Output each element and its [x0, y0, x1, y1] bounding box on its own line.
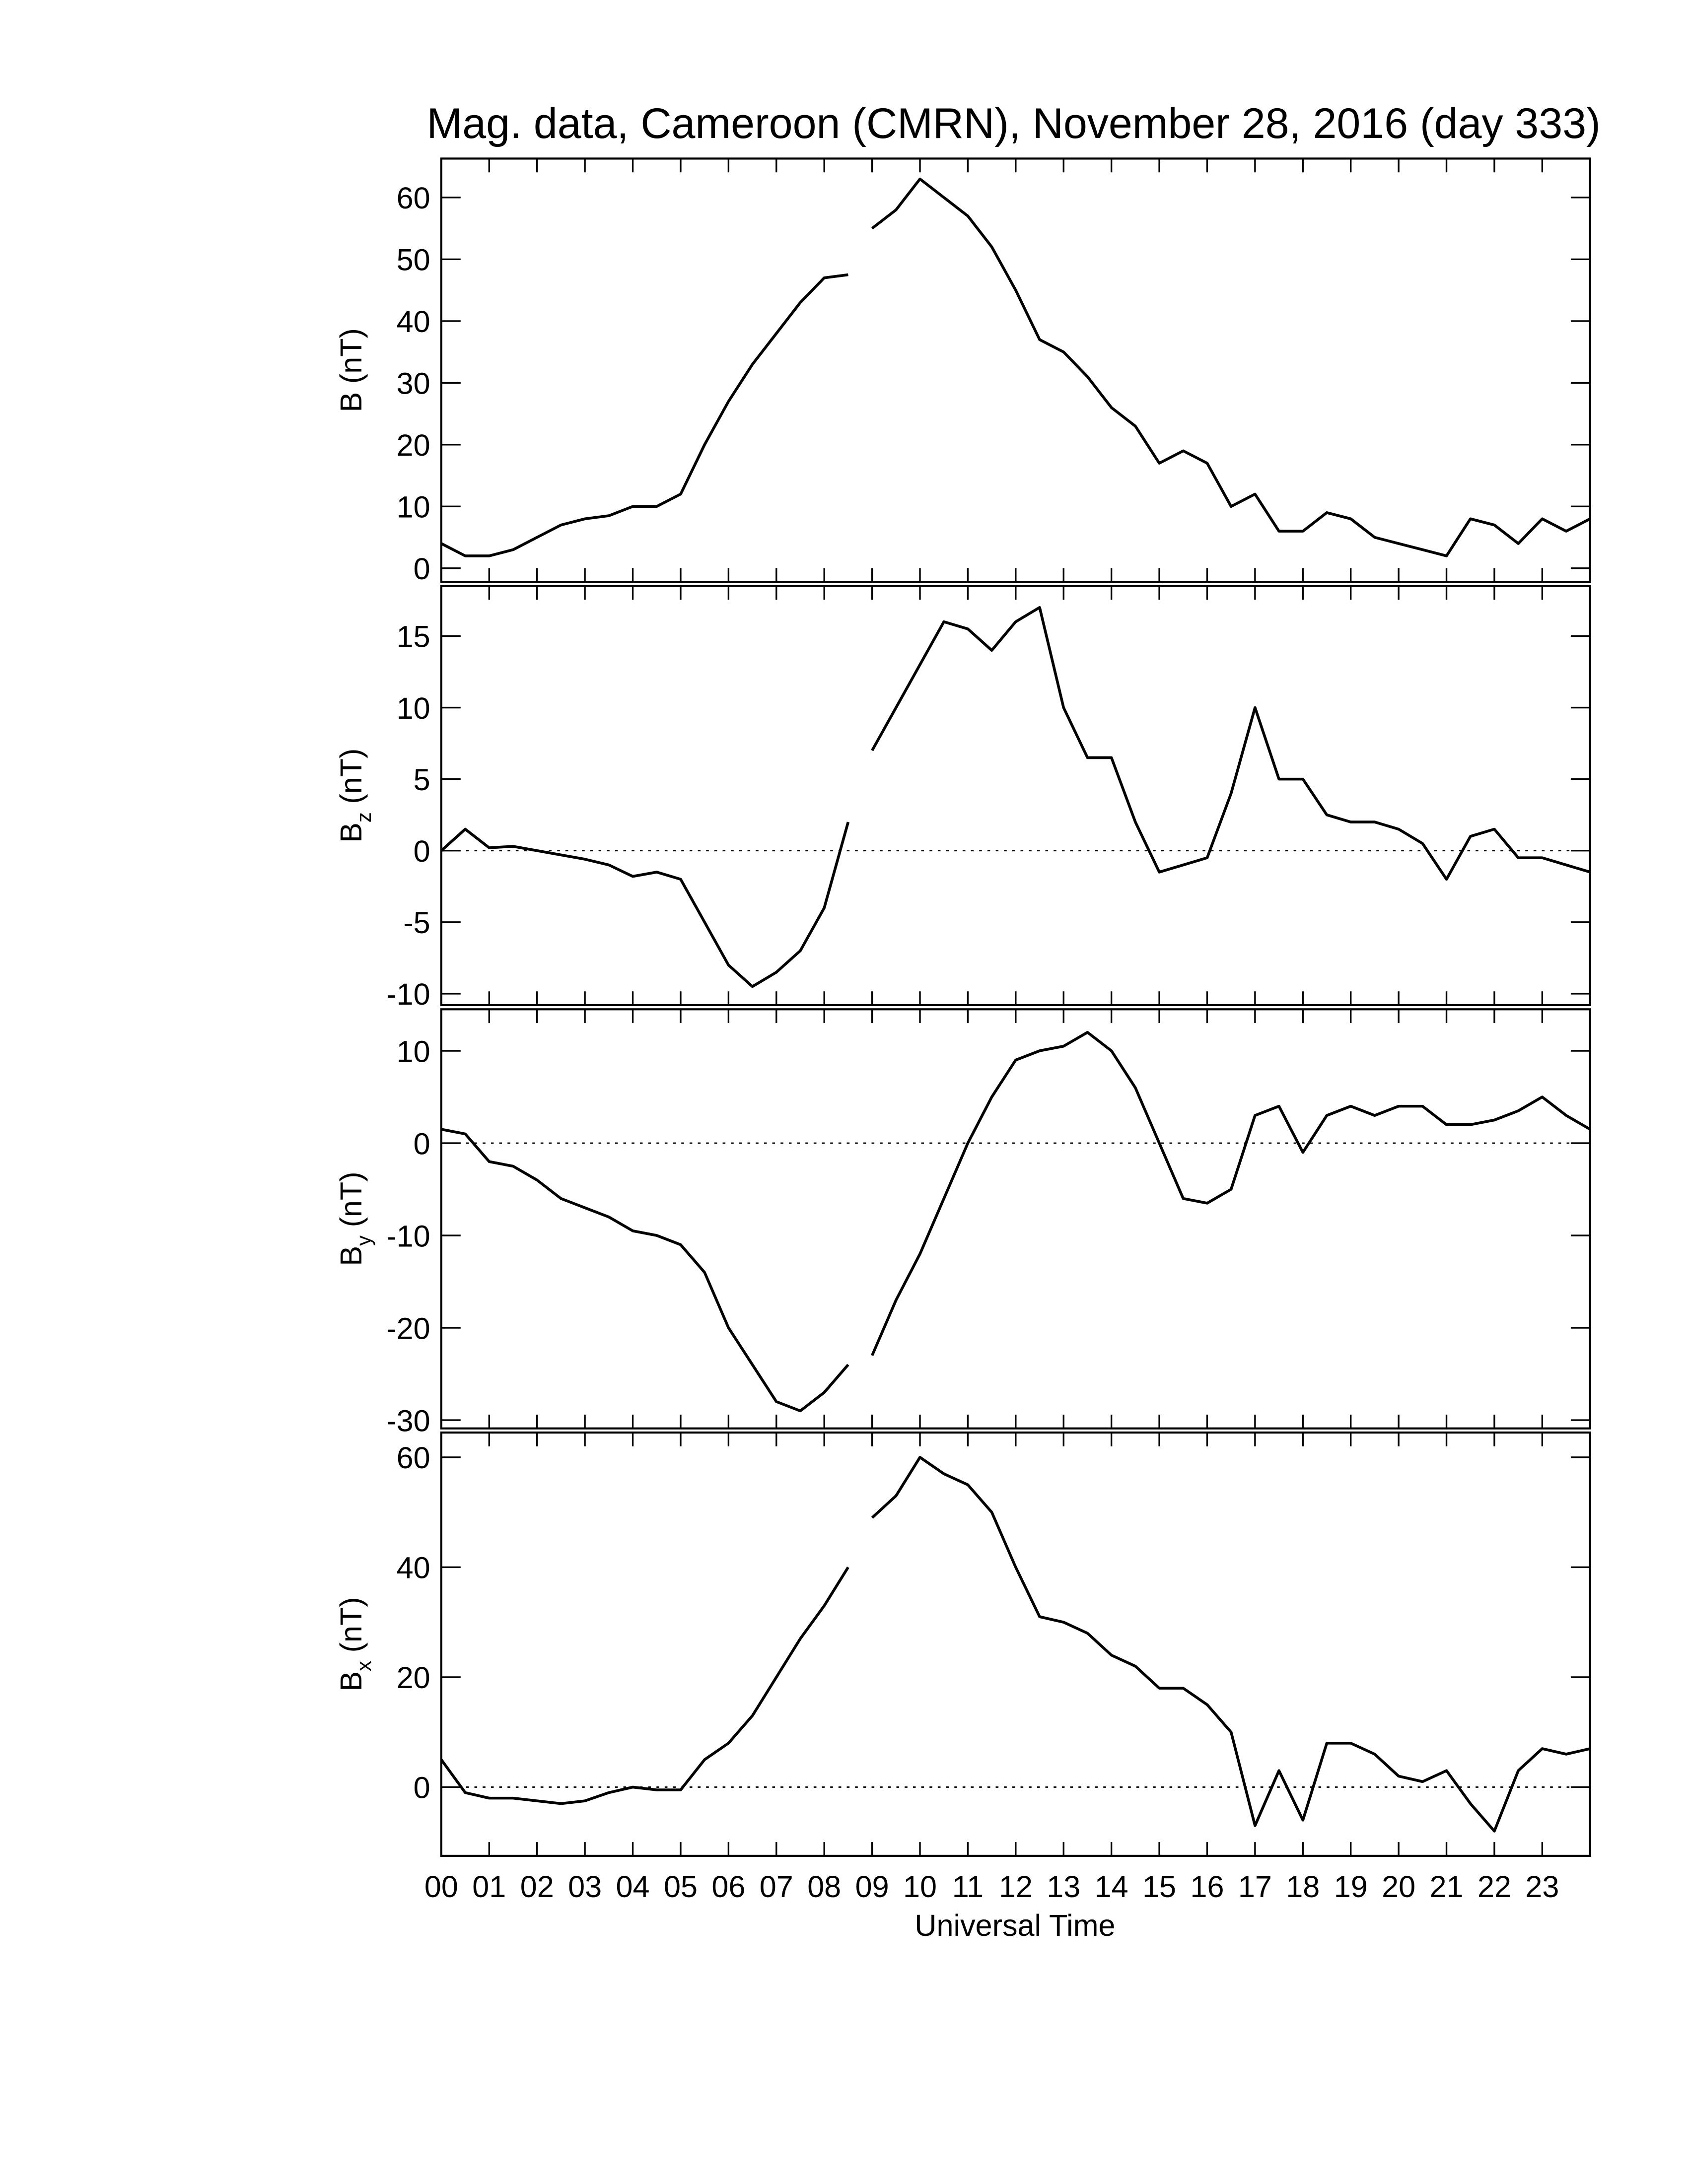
- y-label-sub: x: [352, 1661, 375, 1671]
- x-tick-label: 00: [424, 1870, 458, 1904]
- y-tick-label: 60: [397, 181, 430, 215]
- x-tick-label: 17: [1238, 1870, 1272, 1904]
- x-tick-label: 08: [807, 1870, 841, 1904]
- y-tick-label: -10: [386, 1219, 430, 1253]
- x-tick-label: 18: [1286, 1870, 1320, 1904]
- y-tick-label: 0: [414, 834, 430, 868]
- x-tick-label: 19: [1334, 1870, 1368, 1904]
- x-tick-label: 04: [616, 1870, 650, 1904]
- y-axis-label: By (nT): [334, 1171, 375, 1266]
- data-line: [440, 606, 1591, 988]
- y-tick-label: 0: [414, 1127, 430, 1160]
- x-tick-label: 10: [903, 1870, 937, 1904]
- x-tick-label: 22: [1477, 1870, 1511, 1904]
- x-tick-label: 20: [1382, 1870, 1415, 1904]
- y-tick-label: 20: [397, 1661, 430, 1695]
- y-tick-label: -10: [386, 977, 430, 1011]
- y-tick-label: 30: [397, 367, 430, 401]
- y-tick-label: 40: [397, 305, 430, 339]
- y-label-base: B: [334, 1671, 368, 1692]
- y-axis-label: Bz (nT): [334, 749, 375, 843]
- y-tick-label: -30: [386, 1404, 430, 1437]
- x-tick-label: 07: [760, 1870, 793, 1904]
- y-label-sub: y: [352, 1235, 375, 1246]
- y-label-unit: (nT): [334, 1171, 368, 1227]
- x-tick-label: 03: [568, 1870, 602, 1904]
- y-label-base: B: [334, 1246, 368, 1266]
- y-label-sub: z: [352, 812, 375, 822]
- y-tick-label: 5: [414, 763, 430, 797]
- y-label-unit: (nT): [334, 328, 368, 384]
- y-label-base: B: [334, 822, 368, 843]
- y-tick-label: 10: [397, 1034, 430, 1068]
- y-tick-label: 40: [397, 1551, 430, 1585]
- y-tick-label: 15: [397, 620, 430, 654]
- panel-frame: [440, 585, 1591, 1007]
- y-tick-label: 10: [397, 490, 430, 524]
- y-tick-label: 20: [397, 428, 430, 462]
- x-tick-label: 12: [999, 1870, 1033, 1904]
- y-tick-label: 0: [414, 1771, 430, 1805]
- data-line: [440, 1456, 1591, 1833]
- y-tick-label: 10: [397, 691, 430, 725]
- y-tick-label: -20: [386, 1311, 430, 1345]
- x-axis-label: Universal Time: [914, 1909, 1115, 1942]
- x-tick-label: 23: [1525, 1870, 1559, 1904]
- x-tick-label: 02: [520, 1870, 554, 1904]
- x-tick-label: 09: [855, 1870, 889, 1904]
- data-line: [441, 1031, 1591, 1413]
- x-tick-label: 15: [1142, 1870, 1176, 1904]
- y-axis-label: Bx (nT): [334, 1597, 375, 1691]
- x-tick-label: 11: [952, 1870, 984, 1904]
- data-line: [440, 177, 1591, 557]
- y-label-unit: (nT): [334, 1597, 368, 1652]
- y-tick-label: 50: [397, 243, 430, 277]
- x-tick-label: 16: [1190, 1870, 1224, 1904]
- panel-frame: [440, 157, 1591, 583]
- y-tick-label: -5: [403, 906, 430, 940]
- y-tick-label: 0: [414, 552, 430, 586]
- y-label-unit: (nT): [334, 749, 368, 804]
- x-tick-label: 05: [664, 1870, 698, 1904]
- y-label-base: B: [334, 392, 368, 412]
- chart-title: Mag. data, Cameroon (CMRN), November 28,…: [427, 100, 1601, 147]
- y-axis-label: B (nT): [334, 328, 368, 412]
- x-tick-label: 01: [472, 1870, 506, 1904]
- x-tick-label: 14: [1095, 1870, 1128, 1904]
- x-tick-label: 13: [1047, 1870, 1080, 1904]
- x-tick-label: 06: [711, 1870, 745, 1904]
- y-tick-label: 60: [397, 1441, 430, 1475]
- x-tick-label: 21: [1430, 1870, 1464, 1904]
